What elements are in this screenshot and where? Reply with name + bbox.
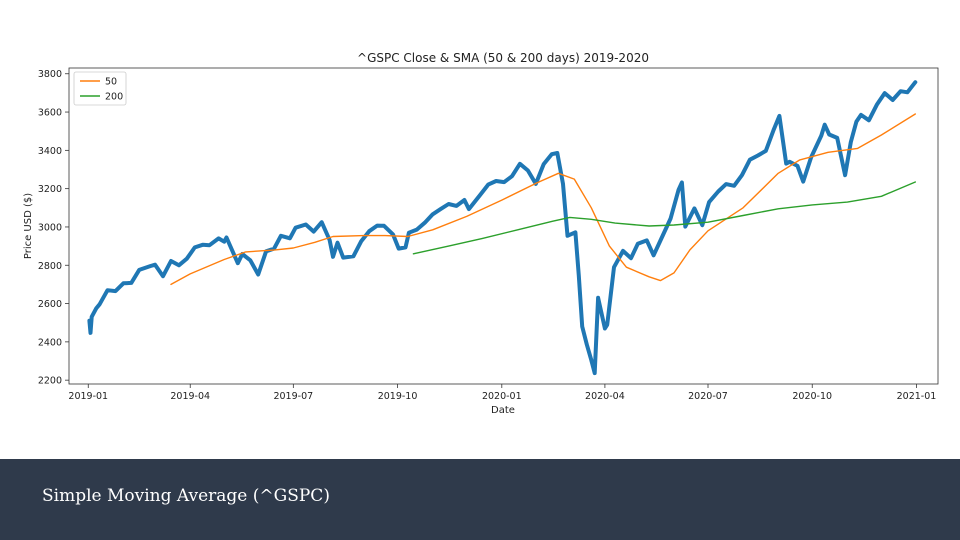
plot-area — [68, 67, 939, 385]
x-tick-label: 2019-01 — [68, 391, 108, 402]
x-axis: 2019-01 2019-04 2019-07 2019-10 2020-01 2020-… — [68, 384, 936, 402]
y-axis: 2200 2400 2600 2800 3000 3200 3400 3600 3800 — [38, 69, 69, 387]
x-axis-title: Date — [491, 405, 515, 416]
y-tick-label: 3400 — [38, 146, 62, 157]
legend-label-200: 200 — [105, 92, 123, 103]
series-line-price — [87, 80, 918, 376]
y-tick-label: 2800 — [38, 261, 62, 272]
x-tick-label: 2020-04 — [585, 391, 625, 402]
chart: ^GSPC Close & SMA (50 & 200 days) 2019-2… — [23, 51, 939, 416]
series-line-sma50 — [170, 113, 916, 286]
y-axis-title: Price USD ($) — [23, 193, 34, 259]
y-tick-label: 2200 — [38, 376, 62, 387]
series-layer — [87, 80, 918, 376]
x-tick-label: 2019-10 — [378, 391, 418, 402]
footer-caption: Simple Moving Average (^GSPC) — [42, 486, 330, 506]
x-tick-label: 2021-01 — [897, 391, 937, 402]
chart-title: ^GSPC Close & SMA (50 & 200 days) 2019-2… — [357, 51, 649, 65]
legend: 50 200 — [73, 71, 127, 106]
y-tick-label: 3800 — [38, 69, 62, 80]
y-tick-label: 3200 — [38, 184, 62, 195]
series-line-sma200 — [412, 181, 916, 255]
footer-band — [0, 459, 960, 540]
y-tick-label: 3600 — [38, 108, 62, 119]
x-tick-label: 2020-07 — [688, 391, 728, 402]
y-tick-label: 2600 — [38, 299, 62, 310]
y-tick-label: 2400 — [38, 337, 62, 348]
legend-label-50: 50 — [105, 77, 117, 88]
y-tick-label: 3000 — [38, 222, 62, 233]
x-tick-label: 2020-01 — [482, 391, 522, 402]
x-tick-label: 2019-04 — [170, 391, 210, 402]
x-tick-label: 2020-10 — [792, 391, 832, 402]
x-tick-label: 2019-07 — [273, 391, 313, 402]
